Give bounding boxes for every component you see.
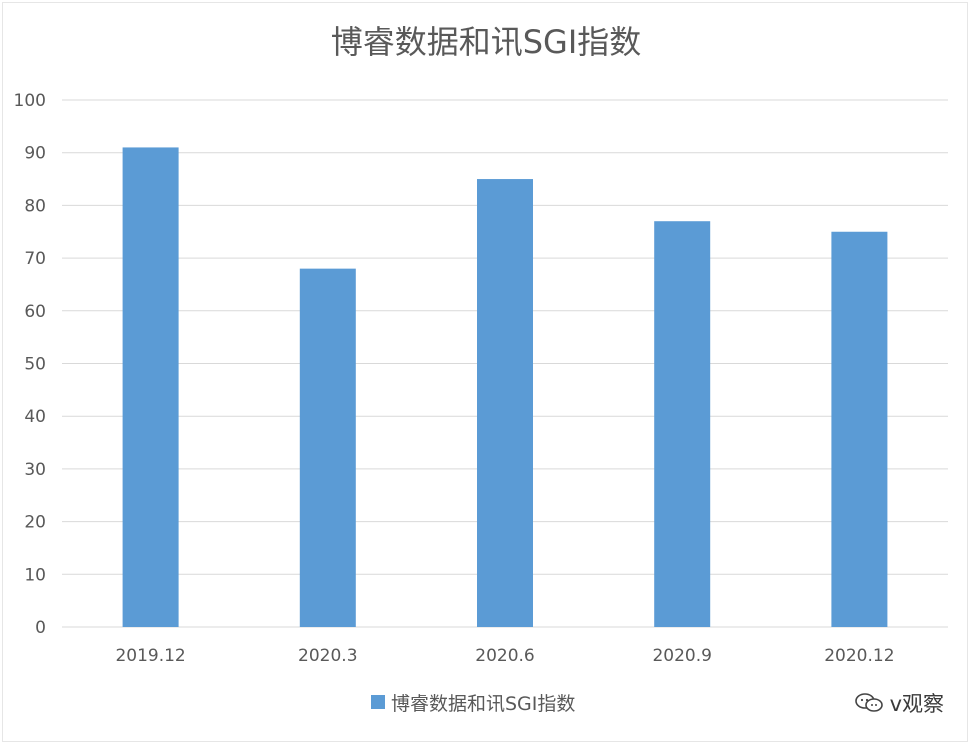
y-tick-label: 20 [24, 513, 46, 533]
y-tick-label: 90 [24, 144, 46, 164]
bar [477, 179, 533, 628]
wechat-bubble-icon [854, 693, 883, 712]
y-axis-ticks: 0 10 20 30 40 50 60 70 80 90 100 [14, 91, 46, 638]
bar [122, 147, 179, 627]
watermark: v观察 [854, 688, 944, 718]
legend-swatch [371, 695, 385, 709]
y-tick-label: 100 [14, 91, 46, 111]
x-tick-label: 2019.12 [115, 646, 185, 666]
y-tick-label: 0 [35, 618, 46, 638]
chart-title: 博睿数据和讯SGI指数 [331, 23, 642, 61]
y-tick-label: 40 [24, 407, 46, 427]
y-tick-label: 10 [24, 565, 46, 585]
y-tick-label: 30 [24, 460, 46, 480]
bar [654, 221, 711, 627]
x-tick-label: 2020.3 [298, 646, 357, 666]
x-tick-label: 2020.9 [652, 646, 711, 666]
legend-label: 博睿数据和讯SGI指数 [391, 693, 575, 715]
y-tick-label: 60 [24, 302, 46, 322]
y-tick-label: 80 [24, 196, 46, 216]
bar [831, 231, 888, 627]
x-tick-label: 2020.6 [475, 646, 534, 666]
y-tick-label: 70 [24, 249, 46, 269]
legend: 博睿数据和讯SGI指数 [371, 693, 575, 715]
bar [299, 268, 356, 627]
watermark-text: v观察 [889, 692, 944, 716]
x-axis-ticks: 2019.12 2020.3 2020.6 2020.9 2020.12 [115, 646, 894, 666]
bars [122, 147, 888, 628]
y-tick-label: 50 [24, 355, 46, 375]
x-tick-label: 2020.12 [824, 646, 894, 666]
